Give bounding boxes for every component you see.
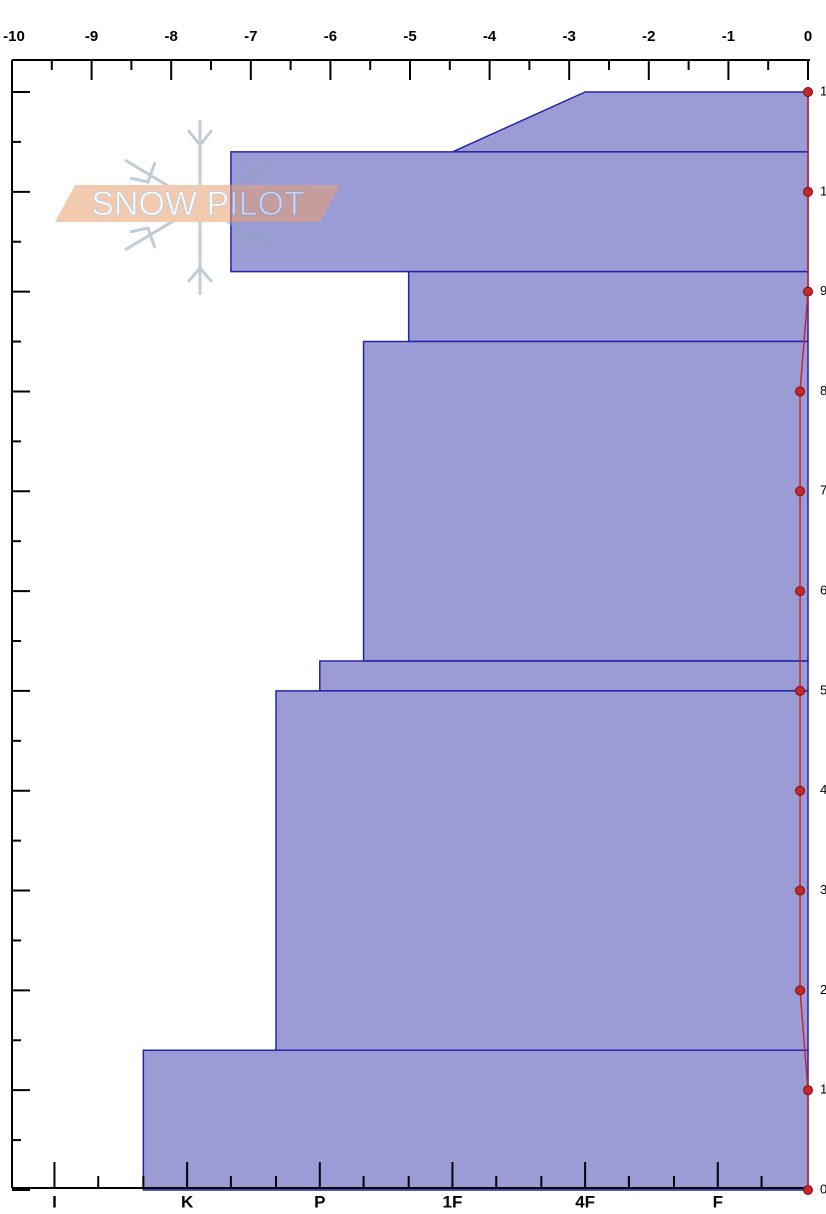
- y-tick-label: 40: [820, 782, 826, 797]
- x-tick-label: 0: [804, 28, 812, 45]
- hardness-tick-label: 1F: [443, 1192, 463, 1211]
- temperature-line: [799, 92, 809, 1190]
- y-tick-label: 50: [820, 682, 826, 697]
- temperature-point: [795, 985, 806, 996]
- y-tick-label: 90: [820, 283, 826, 298]
- temperature-point: [795, 386, 806, 397]
- y-tick-label: 0: [820, 1181, 826, 1196]
- snow-layer: [407, 270, 809, 343]
- temperature-point: [795, 486, 806, 497]
- hardness-tick-label: F: [713, 1192, 723, 1211]
- temperature-point: [795, 885, 806, 896]
- x-tick-label: -10: [3, 28, 25, 45]
- temperature-point: [795, 785, 806, 796]
- y-tick-label: 100: [820, 183, 826, 198]
- snow-layer: [319, 660, 809, 692]
- snow-layer: [142, 1049, 809, 1191]
- temperature-point: [803, 286, 813, 297]
- x-tick-label: -2: [642, 28, 655, 45]
- y-tick-label: 60: [820, 583, 826, 598]
- temperature-point: [803, 87, 813, 97]
- hardness-tick-label: 4F: [575, 1192, 595, 1211]
- hardness-tick-label: P: [314, 1192, 325, 1211]
- temperature-point: [795, 685, 806, 696]
- snow-layer: [452, 91, 809, 153]
- snow-layer: [275, 690, 809, 1052]
- y-tick-label: 80: [820, 383, 826, 398]
- x-tick-label: -5: [403, 28, 416, 45]
- watermark: SNOW PILOT: [55, 120, 340, 295]
- x-tick-label: -6: [324, 28, 337, 45]
- x-tick-label: -1: [722, 28, 735, 45]
- y-tick-label: 70: [820, 483, 826, 498]
- x-tick-label: -9: [85, 28, 98, 45]
- watermark-text: SNOW PILOT: [91, 185, 304, 223]
- x-tick-label: -7: [244, 28, 257, 45]
- x-tick-label: -8: [165, 28, 178, 45]
- hardness-tick-label: I: [52, 1192, 57, 1211]
- snow-layer: [362, 340, 809, 662]
- x-tick-label: -3: [563, 28, 576, 45]
- y-tick-label: 10: [820, 1082, 826, 1097]
- temperature-point: [803, 1185, 813, 1195]
- y-tick-label: 20: [820, 982, 826, 997]
- temperature-point: [803, 1085, 813, 1096]
- y-tick-label: 30: [820, 882, 826, 897]
- layers: [142, 91, 809, 1191]
- x-tick-label: -4: [483, 28, 497, 45]
- hardness-tick-label: K: [181, 1192, 194, 1211]
- temperature-point: [803, 186, 813, 197]
- y-tick-label: 110: [820, 83, 826, 98]
- temperature-point: [795, 586, 806, 597]
